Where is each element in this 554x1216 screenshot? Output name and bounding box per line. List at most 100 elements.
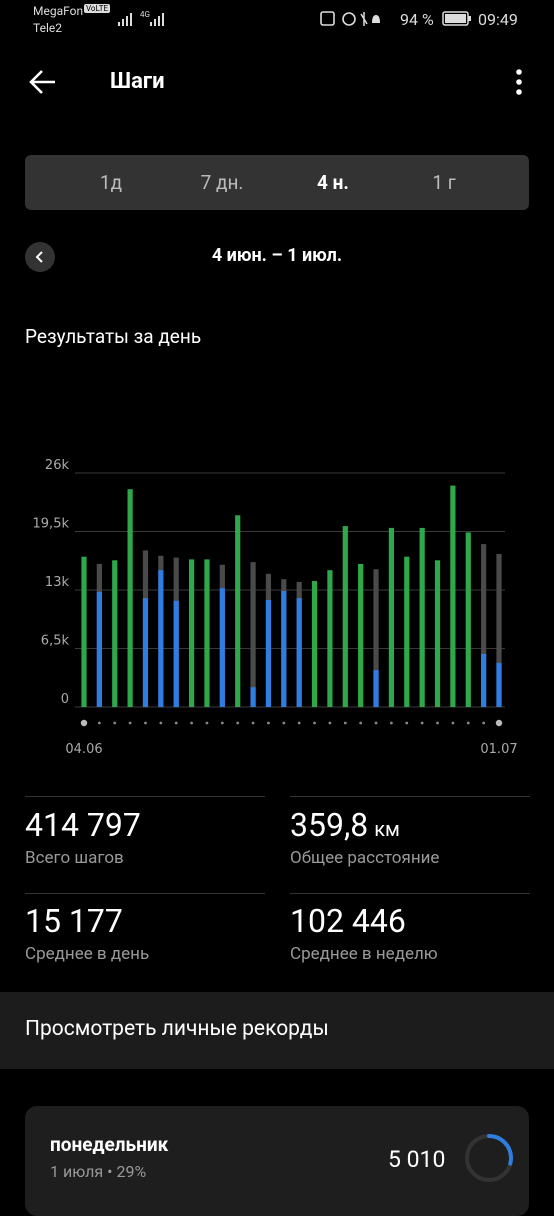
x-dot <box>128 721 132 725</box>
bar <box>112 560 118 707</box>
page-title: Шаги <box>110 69 165 94</box>
x-dot <box>80 719 88 727</box>
bar <box>342 526 348 707</box>
bar <box>265 599 272 707</box>
x-dot <box>374 721 378 725</box>
stat-label: Среднее в неделю <box>290 944 438 964</box>
period-tab[interactable]: 4 н. <box>317 171 349 194</box>
period-tab[interactable]: 1 г <box>432 171 456 194</box>
x-dot <box>297 721 301 725</box>
x-dot <box>159 721 163 725</box>
menu-button[interactable] <box>512 68 526 98</box>
bar <box>219 588 225 707</box>
bar <box>281 590 287 707</box>
stat-unit: км <box>374 817 400 841</box>
bar <box>388 527 395 707</box>
bar <box>142 598 149 707</box>
x-dot <box>220 721 224 725</box>
back-button[interactable] <box>28 68 58 96</box>
stat-number: 359,8 <box>290 806 369 844</box>
section-title: Результаты за день <box>25 325 202 348</box>
divider <box>290 796 530 797</box>
progress-ring <box>465 1134 513 1182</box>
battery-percent: 94 % <box>400 10 434 29</box>
bar <box>173 600 179 707</box>
volte: VoLTE <box>84 4 111 13</box>
x-dot <box>144 721 147 725</box>
y-tick-label: 0 <box>61 692 69 707</box>
x-dot <box>359 721 363 725</box>
bar <box>358 563 364 707</box>
x-dot <box>251 721 255 725</box>
record-day: понедельник <box>50 1133 169 1156</box>
stat-value: 15 177 <box>25 902 123 940</box>
x-dot <box>466 721 470 725</box>
x-dot <box>451 721 455 725</box>
previous-period[interactable] <box>25 242 55 272</box>
x-dot <box>343 721 347 725</box>
records-link[interactable]: Просмотреть личные рекорды <box>0 992 554 1069</box>
record-steps: 5 010 <box>388 1146 446 1173</box>
x-dot <box>113 721 117 725</box>
x-dot <box>190 721 193 725</box>
x-dot <box>436 721 439 725</box>
bar <box>296 598 302 707</box>
carrier: Tele2 <box>33 21 62 35</box>
records-link-text: Просмотреть личные рекорды <box>25 1017 329 1041</box>
signal-icons <box>118 13 164 26</box>
bar <box>481 544 487 707</box>
bar <box>235 515 241 707</box>
period-tabs: 1д 7 дн. 4 н. 1 г <box>25 155 529 210</box>
x-dot <box>174 721 178 725</box>
stat-label: Общее расстояние <box>290 848 440 868</box>
x-dot <box>420 721 424 725</box>
bar <box>158 570 164 707</box>
stat-number: 414 797 <box>25 806 141 844</box>
x-dot <box>313 721 316 725</box>
ring-progress <box>465 1134 513 1182</box>
divider <box>25 796 265 797</box>
x-dot <box>205 721 209 725</box>
bar <box>250 687 256 707</box>
x-tick-label: 04.06 <box>65 742 102 757</box>
record-card[interactable]: понедельник 1 июля • 29% 5 010 <box>25 1106 529 1216</box>
stat-number: 102 446 <box>290 902 406 940</box>
bar <box>496 554 502 707</box>
x-dot <box>405 721 409 725</box>
stat-value: 102 446 <box>290 902 406 940</box>
bar <box>373 569 379 707</box>
divider <box>25 893 265 894</box>
x-dot <box>390 721 393 725</box>
period-tab[interactable]: 1д <box>99 171 123 194</box>
bar <box>465 532 471 707</box>
bar <box>127 489 133 707</box>
x-dot <box>328 721 332 725</box>
x-dot <box>495 719 503 727</box>
bar <box>188 559 195 707</box>
network: 4G <box>140 10 150 19</box>
y-tick-label: 13k <box>45 575 70 590</box>
bar <box>96 591 102 707</box>
y-tick-label: 19,5k <box>33 517 70 532</box>
divider <box>290 893 530 894</box>
stat-value: 414 797 <box>25 806 141 844</box>
steps-chart: 0 6,5k 13k 19,5k 26k 04.06 01.07 <box>33 458 518 757</box>
bar <box>81 556 87 707</box>
stat-label: Всего шагов <box>25 848 124 868</box>
y-tick-label: 26k <box>45 458 70 473</box>
period-tab[interactable]: 7 дн. <box>200 171 244 194</box>
bar <box>250 562 256 707</box>
stat-label: Среднее в день <box>25 944 150 964</box>
bar <box>481 653 487 707</box>
bar <box>434 560 441 707</box>
x-dot <box>97 721 101 725</box>
y-tick-label: 6,5k <box>41 634 70 649</box>
date-range: 4 июн. – 1 июл. <box>211 245 343 266</box>
bar <box>311 581 318 707</box>
bar <box>419 527 425 707</box>
x-dot <box>236 721 240 725</box>
status-icons <box>320 11 380 26</box>
bar <box>327 570 333 707</box>
